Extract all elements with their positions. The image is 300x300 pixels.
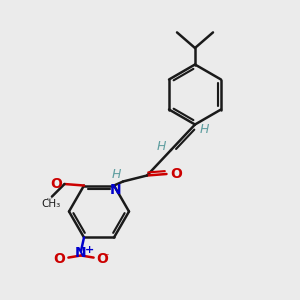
Text: N: N	[75, 246, 87, 260]
Text: ⁻: ⁻	[102, 251, 109, 264]
Text: H: H	[156, 140, 166, 153]
Text: H: H	[200, 123, 209, 136]
Text: O: O	[50, 177, 62, 191]
Text: N: N	[110, 183, 122, 197]
Text: CH₃: CH₃	[41, 199, 60, 209]
Text: O: O	[53, 252, 65, 266]
Text: +: +	[85, 245, 94, 255]
Text: H: H	[111, 168, 121, 181]
Text: methoxy: methoxy	[47, 198, 53, 200]
Text: O: O	[170, 167, 182, 181]
Text: O: O	[97, 252, 109, 266]
